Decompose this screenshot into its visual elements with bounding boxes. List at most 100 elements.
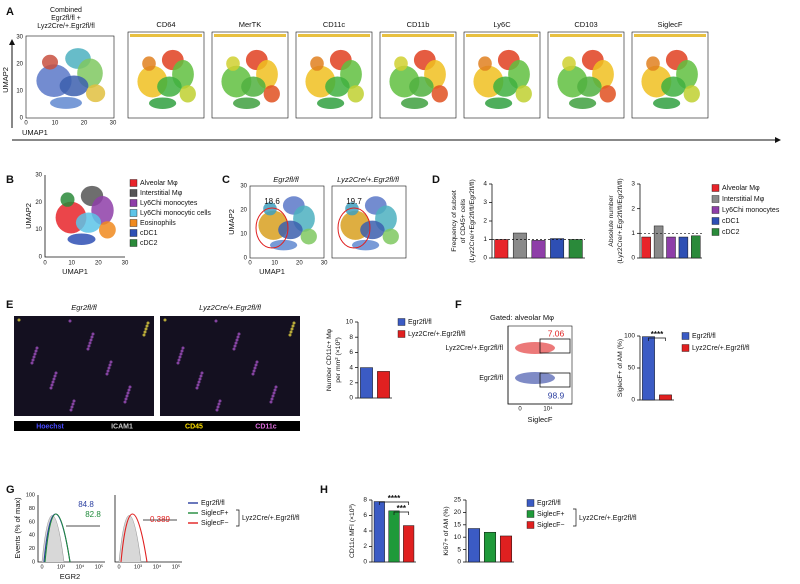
umap-cluster [345, 202, 359, 216]
cell [30, 361, 34, 365]
cell [234, 341, 238, 345]
cell [181, 346, 185, 350]
legend-swatch [129, 179, 138, 187]
legend-label: Eosinophils [140, 220, 176, 227]
umap-cluster [325, 76, 350, 97]
y-tick-label: 100 [624, 333, 635, 340]
umap-cluster [42, 54, 58, 70]
histogram [118, 515, 142, 563]
panel-label: H [320, 484, 328, 496]
y-tick-label: 0 [244, 256, 248, 262]
umap-cluster [577, 76, 602, 97]
marker-title: CD11b [407, 20, 430, 29]
x-tick-label: 0 [40, 564, 43, 570]
y-tick-label: 20 [35, 200, 42, 206]
y-tick-label: 0 [631, 255, 635, 262]
umap-cluster [485, 97, 513, 109]
umap-cluster [401, 97, 429, 109]
significance-label: *** [397, 504, 407, 513]
legend-label: SiglecF+ [201, 510, 228, 517]
umap-cluster [515, 85, 532, 103]
gate-title: Gated: alveolar Mφ [490, 313, 554, 322]
gate-value: 7.06 [548, 328, 565, 338]
marker-title: MerTK [239, 20, 262, 29]
cell [196, 383, 200, 387]
cell [72, 399, 76, 403]
cell [232, 347, 236, 351]
legend-swatch [711, 206, 720, 214]
y-tick-label: 80 [29, 506, 35, 512]
y-tick-label: 1 [631, 230, 635, 237]
color-scale [214, 34, 286, 37]
y-axis-label: UMAP2 [227, 209, 236, 235]
x-tick-label: 10⁴ [153, 563, 162, 570]
legend-swatch [129, 189, 138, 197]
y-tick-label: 0 [363, 559, 367, 566]
umap-cluster [653, 97, 681, 109]
x-tick-label: 10⁴ [76, 563, 85, 570]
cell [272, 391, 276, 395]
x-tick-label: 30 [122, 261, 129, 267]
cell [109, 360, 113, 364]
legend-swatch [711, 217, 720, 225]
x-tick-label: 0 [117, 564, 120, 570]
bar [666, 236, 676, 259]
x-tick-label: 10³ [57, 564, 65, 570]
cell [195, 386, 199, 390]
panel-label: F [455, 299, 462, 311]
cell [127, 388, 131, 392]
x-tick-label: 0 [248, 261, 252, 267]
gate-value: 98.9 [548, 390, 565, 400]
legend-bracket-label: Lyz2Cre/+.Egr2fl/fl [242, 515, 300, 522]
color-scale [130, 34, 202, 37]
cell [144, 327, 148, 331]
legend-label: SiglecF− [537, 522, 564, 529]
y-axis-label: CD11c MFI (×10³) [349, 504, 356, 558]
y-tick-label: 2 [483, 218, 487, 225]
cell [125, 394, 129, 398]
cell [51, 380, 55, 384]
cell [89, 338, 93, 342]
umap-cluster [360, 220, 385, 240]
y-axis-label: UMAP2 [24, 203, 33, 229]
plot-frame [249, 185, 325, 259]
y-tick-label: 10 [346, 319, 354, 326]
legend-swatch [711, 184, 720, 192]
marker-title: CD11c [323, 20, 346, 29]
legend-label: Ly6Chi monocytes [722, 207, 780, 214]
cell [200, 371, 204, 375]
legend-swatch [129, 239, 138, 247]
y-tick-label: 0 [32, 559, 35, 565]
legend-bracket [236, 509, 240, 527]
channel-label: CD11c [255, 423, 277, 430]
significance-label: **** [388, 494, 401, 503]
legend-swatch [397, 330, 406, 338]
gate [539, 338, 571, 354]
umap-cluster [562, 56, 576, 71]
cell [288, 333, 292, 337]
y-tick-label: 0 [631, 397, 635, 404]
legend-swatch [129, 229, 138, 237]
x-tick-label: 10 [52, 121, 59, 127]
bar [641, 236, 651, 259]
gate-value: 82.8 [85, 510, 101, 519]
cell [217, 402, 221, 406]
micrograph [14, 316, 154, 416]
y-tick-label: 20 [240, 208, 247, 214]
cell [215, 408, 219, 412]
plot-frame [547, 31, 625, 119]
gate-value: 18.6 [264, 197, 280, 206]
y-axis-label: Ki67+ of AM (%) [443, 506, 450, 555]
histogram [44, 513, 71, 563]
legend-label: Ly6Chi monocytic cells [140, 210, 211, 217]
umap-cluster [569, 97, 597, 109]
panel-label: C [222, 174, 230, 186]
cell [274, 385, 278, 389]
cell [178, 355, 182, 359]
gate [337, 207, 371, 249]
bar [531, 240, 546, 259]
legend-swatch [129, 199, 138, 207]
legend-bracket-label: Lyz2Cre/+.Egr2fl/fl [579, 515, 637, 522]
cell [270, 397, 274, 401]
umap-cluster [233, 97, 261, 109]
